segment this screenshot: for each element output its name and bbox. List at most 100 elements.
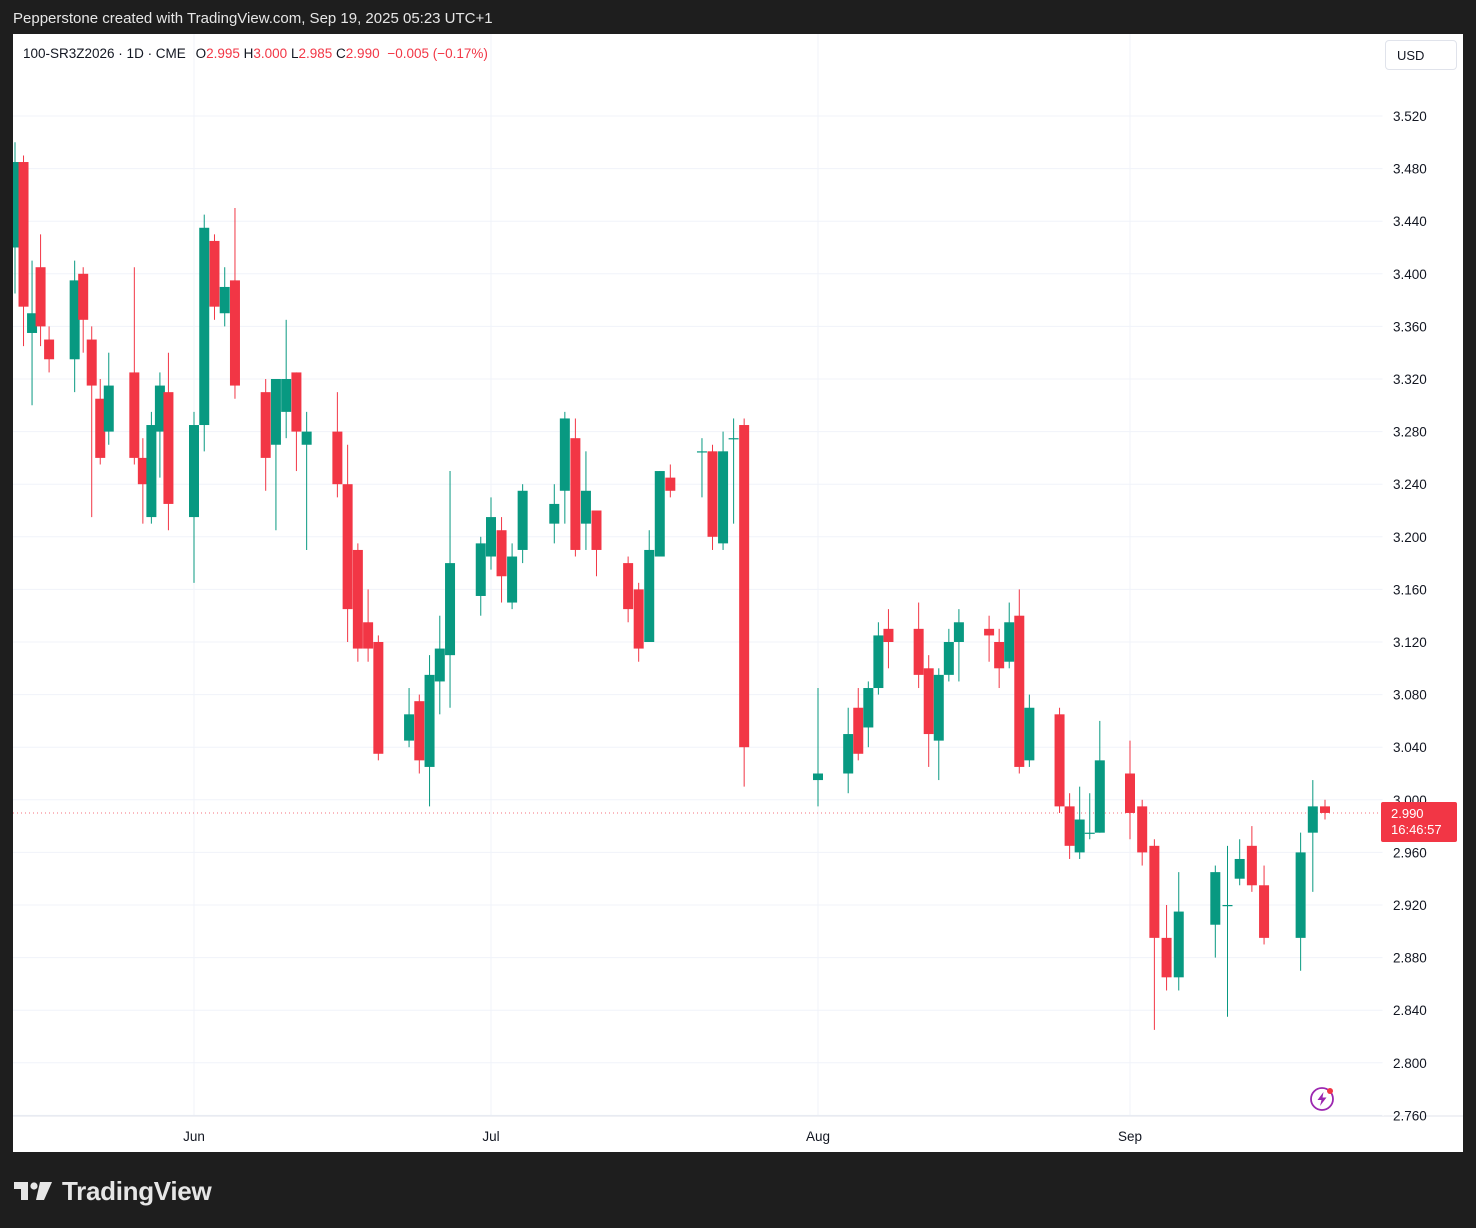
candle bbox=[373, 635, 384, 761]
candle bbox=[1161, 905, 1172, 991]
candle bbox=[728, 418, 739, 524]
y-tick-label: 3.520 bbox=[1393, 109, 1427, 124]
candle-body bbox=[953, 622, 964, 642]
candle bbox=[507, 543, 518, 610]
candle bbox=[301, 411, 312, 550]
tradingview-logo[interactable]: TradingView bbox=[14, 1175, 212, 1207]
candle bbox=[843, 707, 854, 794]
candle-body bbox=[863, 688, 874, 728]
y-tick-label: 3.400 bbox=[1393, 267, 1427, 282]
candle-body bbox=[445, 563, 456, 656]
candle bbox=[154, 372, 165, 478]
candle bbox=[86, 326, 97, 518]
candle bbox=[943, 628, 954, 682]
candle bbox=[35, 234, 46, 347]
lightning-bolt-icon[interactable] bbox=[1309, 1086, 1335, 1112]
candle bbox=[219, 267, 230, 327]
y-tick-label: 3.160 bbox=[1393, 582, 1427, 597]
candle bbox=[923, 655, 934, 767]
candle bbox=[270, 379, 281, 531]
candle bbox=[27, 260, 38, 406]
candle bbox=[199, 214, 210, 452]
candle bbox=[69, 260, 80, 393]
candle bbox=[260, 379, 271, 491]
y-tick-label: 2.840 bbox=[1393, 1003, 1427, 1018]
candles bbox=[13, 142, 1330, 1030]
candle bbox=[1210, 865, 1221, 958]
y-tick-label: 3.040 bbox=[1393, 740, 1427, 755]
candle-body bbox=[352, 549, 363, 649]
candle bbox=[475, 536, 486, 616]
x-tick-label: Sep bbox=[1118, 1129, 1142, 1144]
candle-body bbox=[146, 425, 157, 518]
legend-high-label: H bbox=[243, 46, 254, 61]
candle-body bbox=[1024, 707, 1035, 761]
candle-body bbox=[137, 457, 148, 485]
candle-body bbox=[209, 240, 220, 307]
legend-low-value: 2.985 bbox=[298, 46, 333, 61]
candle-body bbox=[1084, 832, 1095, 834]
candle bbox=[291, 372, 302, 472]
candle bbox=[1295, 832, 1306, 971]
candle-body bbox=[559, 418, 570, 491]
candle-body bbox=[1320, 806, 1330, 813]
candle-body bbox=[1074, 819, 1085, 853]
y-tick-label: 3.240 bbox=[1393, 477, 1427, 492]
y-tick-label: 2.800 bbox=[1393, 1056, 1427, 1071]
candle-body bbox=[35, 267, 46, 327]
candle-body bbox=[665, 477, 676, 491]
candle-body bbox=[984, 628, 995, 636]
candle bbox=[414, 694, 425, 774]
candle bbox=[445, 471, 456, 708]
candle-body bbox=[219, 286, 230, 314]
candle bbox=[696, 438, 707, 498]
candle-body bbox=[1014, 615, 1025, 767]
candle-body bbox=[95, 398, 106, 458]
candle bbox=[853, 688, 864, 761]
legend-change-value: −0.005 (−0.17%) bbox=[387, 46, 488, 61]
candlestick-chart[interactable]: 3.520 3.480 3.440 3.400 3.360 3.320 3.280 3.240… bbox=[13, 34, 1463, 1152]
y-tick-label: 3.360 bbox=[1393, 319, 1427, 334]
candle bbox=[559, 411, 570, 524]
candle-body bbox=[78, 273, 89, 320]
currency-button[interactable]: USD bbox=[1385, 40, 1457, 70]
candle-body bbox=[342, 484, 353, 610]
candle bbox=[953, 609, 964, 682]
candle-body bbox=[270, 379, 281, 445]
candle bbox=[129, 267, 140, 465]
candle bbox=[78, 267, 89, 353]
candle-body bbox=[1125, 773, 1135, 813]
y-tick-label: 3.120 bbox=[1393, 635, 1427, 650]
candle-body bbox=[13, 162, 20, 248]
candle-body bbox=[580, 490, 591, 524]
candle-body bbox=[154, 385, 165, 432]
candle-body bbox=[27, 313, 38, 333]
tradingview-wordmark: TradingView bbox=[62, 1175, 212, 1206]
candle-body bbox=[475, 543, 486, 596]
y-tick-label: 2.960 bbox=[1393, 845, 1427, 860]
y-tick-label: 3.080 bbox=[1393, 688, 1427, 703]
candle bbox=[13, 142, 20, 294]
candle-body bbox=[623, 563, 634, 610]
candle-body bbox=[103, 385, 114, 432]
candle bbox=[1173, 872, 1184, 991]
candle bbox=[707, 444, 718, 550]
chart-panel[interactable]: 3.520 3.480 3.440 3.400 3.360 3.320 3.280 3.240… bbox=[13, 34, 1463, 1152]
candle bbox=[229, 208, 240, 399]
last-price-label: 2.990 16:46:57 bbox=[1381, 802, 1457, 842]
candle-body bbox=[199, 227, 210, 426]
candle-body bbox=[434, 648, 445, 682]
candle-body bbox=[591, 510, 602, 550]
candle-body bbox=[1064, 806, 1075, 846]
candle bbox=[580, 451, 591, 550]
legend-symbol[interactable]: 100-SR3Z2026 · 1D · CME bbox=[23, 46, 186, 61]
y-tick-label: 2.880 bbox=[1393, 951, 1427, 966]
y-tick-label: 3.320 bbox=[1393, 372, 1427, 387]
candle bbox=[813, 688, 823, 807]
candle-body bbox=[644, 549, 655, 642]
x-axis-labels: Jun Jul Aug Sep bbox=[183, 1129, 1142, 1144]
candle-body bbox=[1173, 911, 1184, 978]
candle-body bbox=[873, 635, 884, 689]
candle bbox=[994, 628, 1005, 689]
y-axis-labels: 3.520 3.480 3.440 3.400 3.360 3.320 3.280 3.240… bbox=[1393, 109, 1427, 1123]
